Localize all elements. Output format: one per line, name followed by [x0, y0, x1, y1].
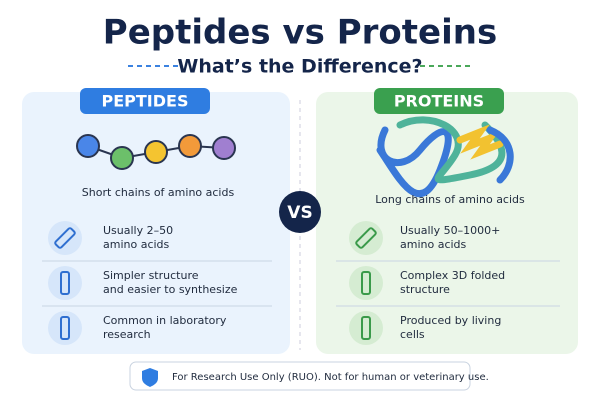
vs-badge	[279, 191, 321, 233]
item-line: research	[103, 328, 151, 341]
item-line: Complex 3D folded	[400, 269, 505, 282]
item-line: amino acids	[103, 238, 170, 251]
item-line: amino acids	[400, 238, 467, 251]
item-line: Common in laboratory	[103, 314, 227, 327]
caption: Short chains of amino acids	[82, 186, 235, 199]
subtitle: What’s the Difference?	[177, 56, 422, 78]
item-line: and easier to synthesize	[103, 283, 238, 296]
title: Peptides vs Proteins	[103, 13, 497, 53]
protein-fold	[376, 116, 514, 198]
item-icon	[349, 311, 383, 345]
item-icon-glyph	[54, 227, 76, 249]
caption: Long chains of amino acids	[375, 193, 525, 206]
footer-text: For Research Use Only (RUO). Not for hum…	[172, 372, 489, 383]
item-text: Usually 2–50 amino acids	[103, 224, 173, 251]
label-pill	[374, 88, 504, 114]
item-icon	[48, 311, 82, 345]
item-icon-glyph	[361, 316, 371, 340]
item-icon	[349, 266, 383, 300]
item-line: cells	[400, 328, 425, 341]
item-icon-glyph	[361, 271, 371, 295]
item-icon-glyph	[60, 271, 70, 295]
vs-text: VS	[287, 203, 312, 223]
item-line: Usually 2–50	[103, 224, 173, 237]
item-icon	[349, 221, 383, 255]
item-text: Common in laboratory research	[103, 314, 227, 341]
footer-box	[129, 361, 471, 391]
item-text: Produced by living cells	[400, 314, 501, 341]
label-pill	[80, 88, 210, 114]
item-text: Usually 50–1000+ amino acids	[400, 224, 500, 251]
item-line: Usually 50–1000+	[400, 224, 500, 237]
item-icon	[48, 266, 82, 300]
item-line: Simpler structure	[103, 269, 199, 282]
panel-label: PEPTIDES	[102, 92, 189, 111]
item-text: Complex 3D folded structure	[400, 269, 505, 296]
item-icon-glyph	[355, 227, 377, 249]
panel-label: PROTEINS	[394, 92, 484, 111]
item-icon-glyph	[60, 316, 70, 340]
item-text: Simpler structure and easier to synthesiz…	[103, 269, 238, 296]
item-icon	[48, 221, 82, 255]
peptide-chain	[76, 134, 236, 170]
item-line: structure	[400, 283, 450, 296]
item-line: Produced by living	[400, 314, 501, 327]
shield-icon	[142, 368, 158, 387]
